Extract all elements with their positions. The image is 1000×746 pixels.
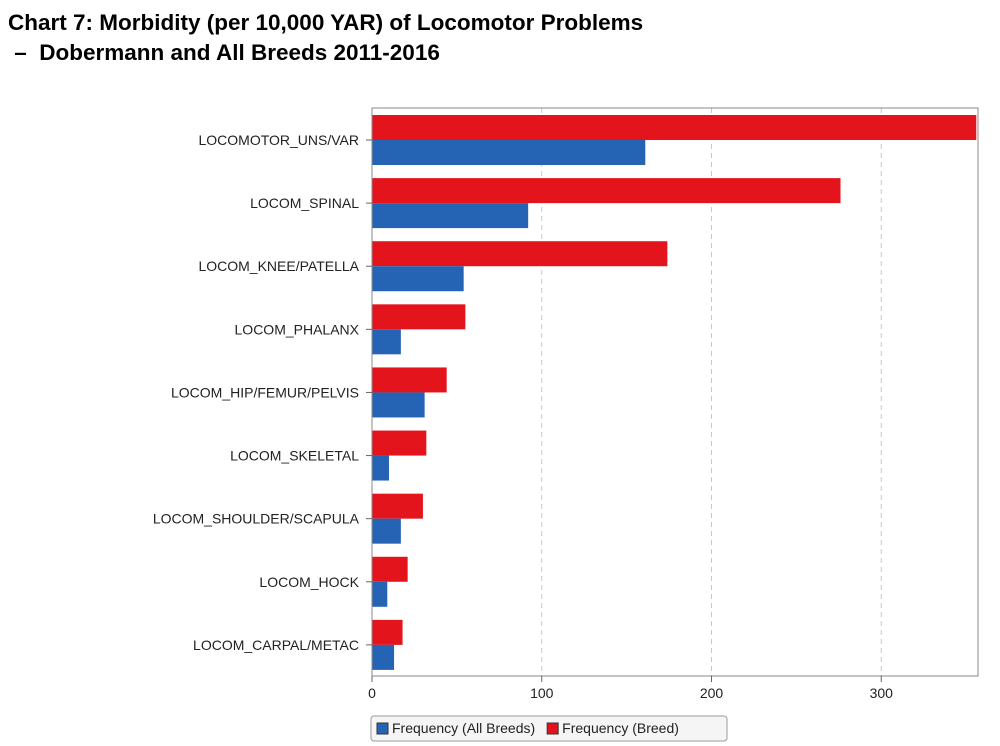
x-tick-label: 0 <box>368 685 376 701</box>
legend: Frequency (All Breeds) Frequency (Breed) <box>370 715 728 742</box>
category-labels: LOCOMOTOR_UNS/VAR LOCOM_SPINAL LOCOM_KNEE/… <box>153 132 372 653</box>
bar-all-breeds <box>372 518 401 544</box>
bar-all-breeds <box>372 329 401 355</box>
bar-all-breeds <box>372 455 389 481</box>
bar-all-breeds <box>372 140 646 165</box>
legend-swatch <box>546 722 559 735</box>
category-label: LOCOMOTOR_UNS/VAR <box>198 132 359 148</box>
bar-breed <box>372 304 466 330</box>
category-label: LOCOM_KNEE/PATELLA <box>198 258 359 274</box>
category-label: LOCOM_HIP/FEMUR/PELVIS <box>171 384 359 400</box>
category-label: LOCOM_HOCK <box>259 574 359 590</box>
category-label: LOCOM_PHALANX <box>235 321 360 337</box>
title-line-1: Chart 7: Morbidity (per 10,000 YAR) of L… <box>8 10 644 35</box>
legend-label: Frequency (All Breeds) <box>392 720 535 736</box>
bar-all-breeds <box>372 644 395 670</box>
bar-breed <box>372 556 408 582</box>
bar-breed <box>372 115 977 140</box>
category-label: LOCOM_SKELETAL <box>230 448 359 464</box>
bar-all-breeds <box>372 392 425 418</box>
x-axis-ticks: 0 100 200 300 <box>368 676 893 701</box>
bar-breed <box>372 367 447 393</box>
title-line-2: – Dobermann and All Breeds 2011-2016 <box>8 40 440 65</box>
bar-breed <box>372 493 423 519</box>
bar-breed <box>372 178 841 204</box>
x-tick-label: 200 <box>700 685 724 701</box>
bar-all-breeds <box>372 266 464 292</box>
x-tick-label: 300 <box>870 685 894 701</box>
bar-breed <box>372 430 427 456</box>
bar-all-breeds <box>372 203 529 229</box>
chart-title: Chart 7: Morbidity (per 10,000 YAR) of L… <box>8 8 643 68</box>
bar-breed <box>372 241 668 267</box>
bar-breed <box>372 619 403 645</box>
x-tick-label: 100 <box>530 685 554 701</box>
legend-swatch <box>376 722 389 735</box>
bar-all-breeds <box>372 581 388 607</box>
category-label: LOCOM_SHOULDER/SCAPULA <box>153 511 360 527</box>
category-label: LOCOM_SPINAL <box>250 195 359 211</box>
legend-label: Frequency (Breed) <box>562 720 679 736</box>
category-label: LOCOM_CARPAL/METAC <box>193 637 359 653</box>
bars <box>372 115 977 670</box>
